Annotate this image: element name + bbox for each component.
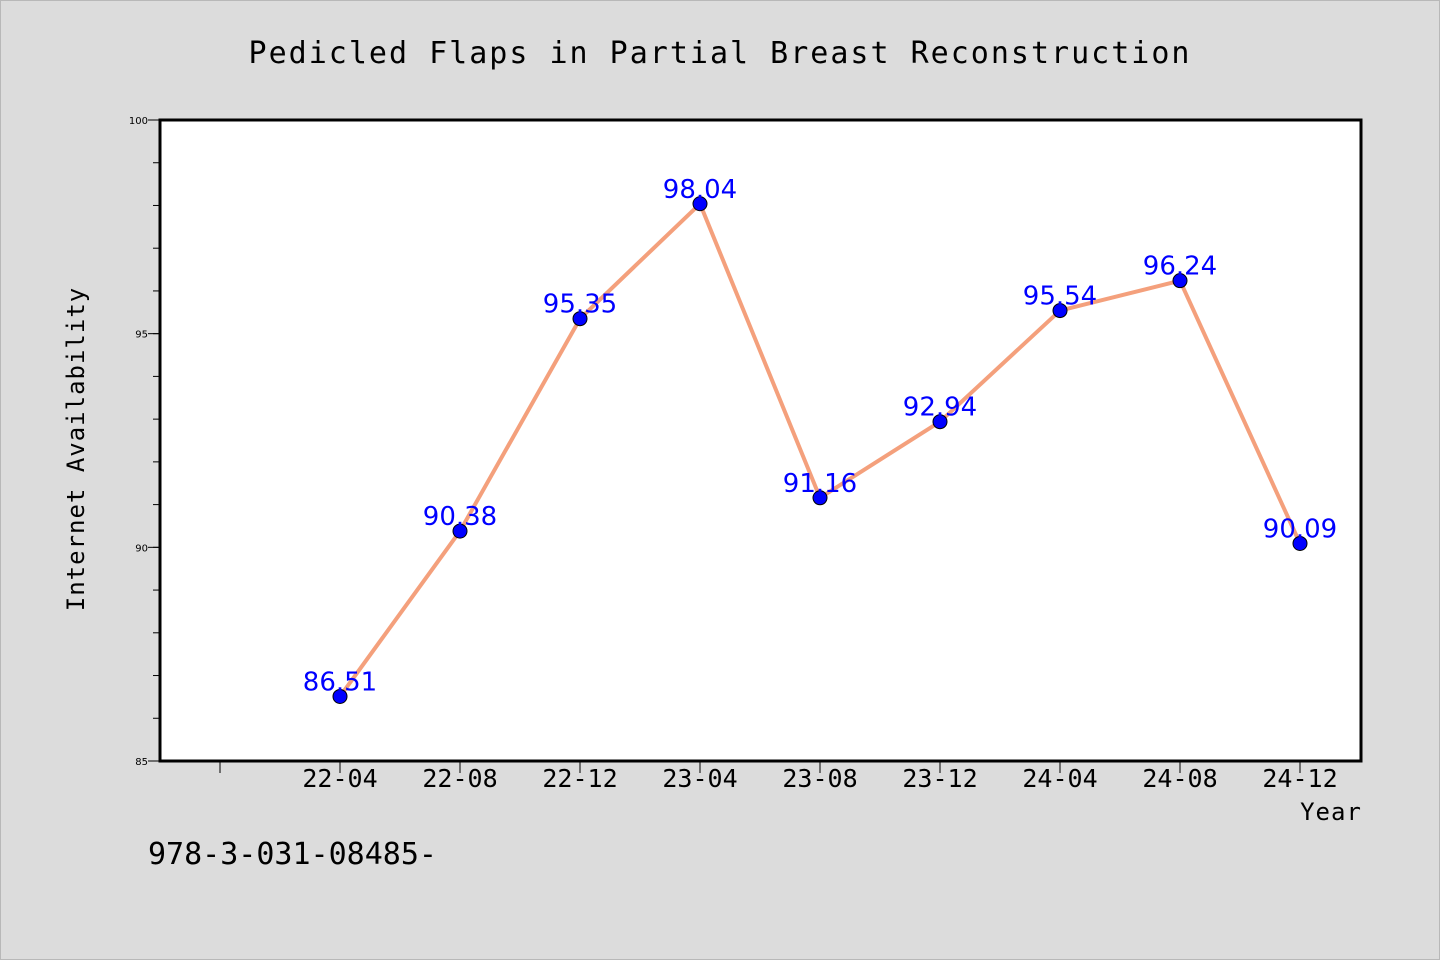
- data-label: 86.51: [303, 667, 377, 697]
- x-tick-label: 22-08: [422, 764, 497, 793]
- x-tick-label: 22-04: [302, 764, 377, 793]
- data-point: [572, 311, 588, 327]
- footer-identifier: 978-3-031-08485-: [148, 837, 437, 872]
- x-tick-label: 23-04: [662, 764, 737, 793]
- series-layer: [332, 196, 1308, 704]
- chart-title: Pedicled Flaps in Partial Breast Reconst…: [249, 36, 1192, 71]
- y-tick-label: 95: [135, 330, 148, 341]
- x-tick-label: 23-08: [782, 764, 857, 793]
- data-label: 98.04: [663, 175, 737, 205]
- x-axis: 22-04 22-08 22-12 23-04 23-08 23-12 24-04 24-08…: [219, 761, 1338, 793]
- x-tick-label: 24-04: [1022, 764, 1097, 793]
- data-point: [812, 490, 828, 506]
- x-tick-label: 22-12: [542, 764, 617, 793]
- x-tick-label: 23-12: [902, 764, 977, 793]
- data-point: [332, 688, 348, 704]
- y-axis-label: Internet Availability: [62, 287, 90, 611]
- x-tick-label: 24-12: [1262, 764, 1337, 793]
- data-label: 90.38: [423, 502, 497, 532]
- x-axis-label: Year: [1300, 798, 1362, 826]
- plot-area: [158, 118, 1363, 763]
- data-label: 91.16: [783, 469, 857, 499]
- data-point: [1052, 303, 1068, 319]
- data-label: 92.94: [903, 393, 977, 423]
- y-tick-label: 85: [135, 757, 148, 768]
- data-label-layer: 86.51 90.38 95.35 98.04 91.16 92.94 95.54 96.24…: [303, 175, 1337, 698]
- y-tick-label: 100: [129, 116, 148, 127]
- data-point: [692, 196, 708, 212]
- x-tick-label: 24-08: [1142, 764, 1217, 793]
- data-point: [1292, 535, 1308, 551]
- data-point: [1172, 273, 1188, 289]
- data-label: 96.24: [1143, 252, 1217, 282]
- data-point: [452, 523, 468, 539]
- data-label: 95.54: [1023, 282, 1097, 312]
- data-label: 95.35: [543, 290, 617, 320]
- y-tick-label: 90: [135, 543, 148, 554]
- data-point: [932, 414, 948, 430]
- data-label: 90.09: [1263, 514, 1337, 544]
- y-axis: 85 90 95 100: [129, 116, 160, 768]
